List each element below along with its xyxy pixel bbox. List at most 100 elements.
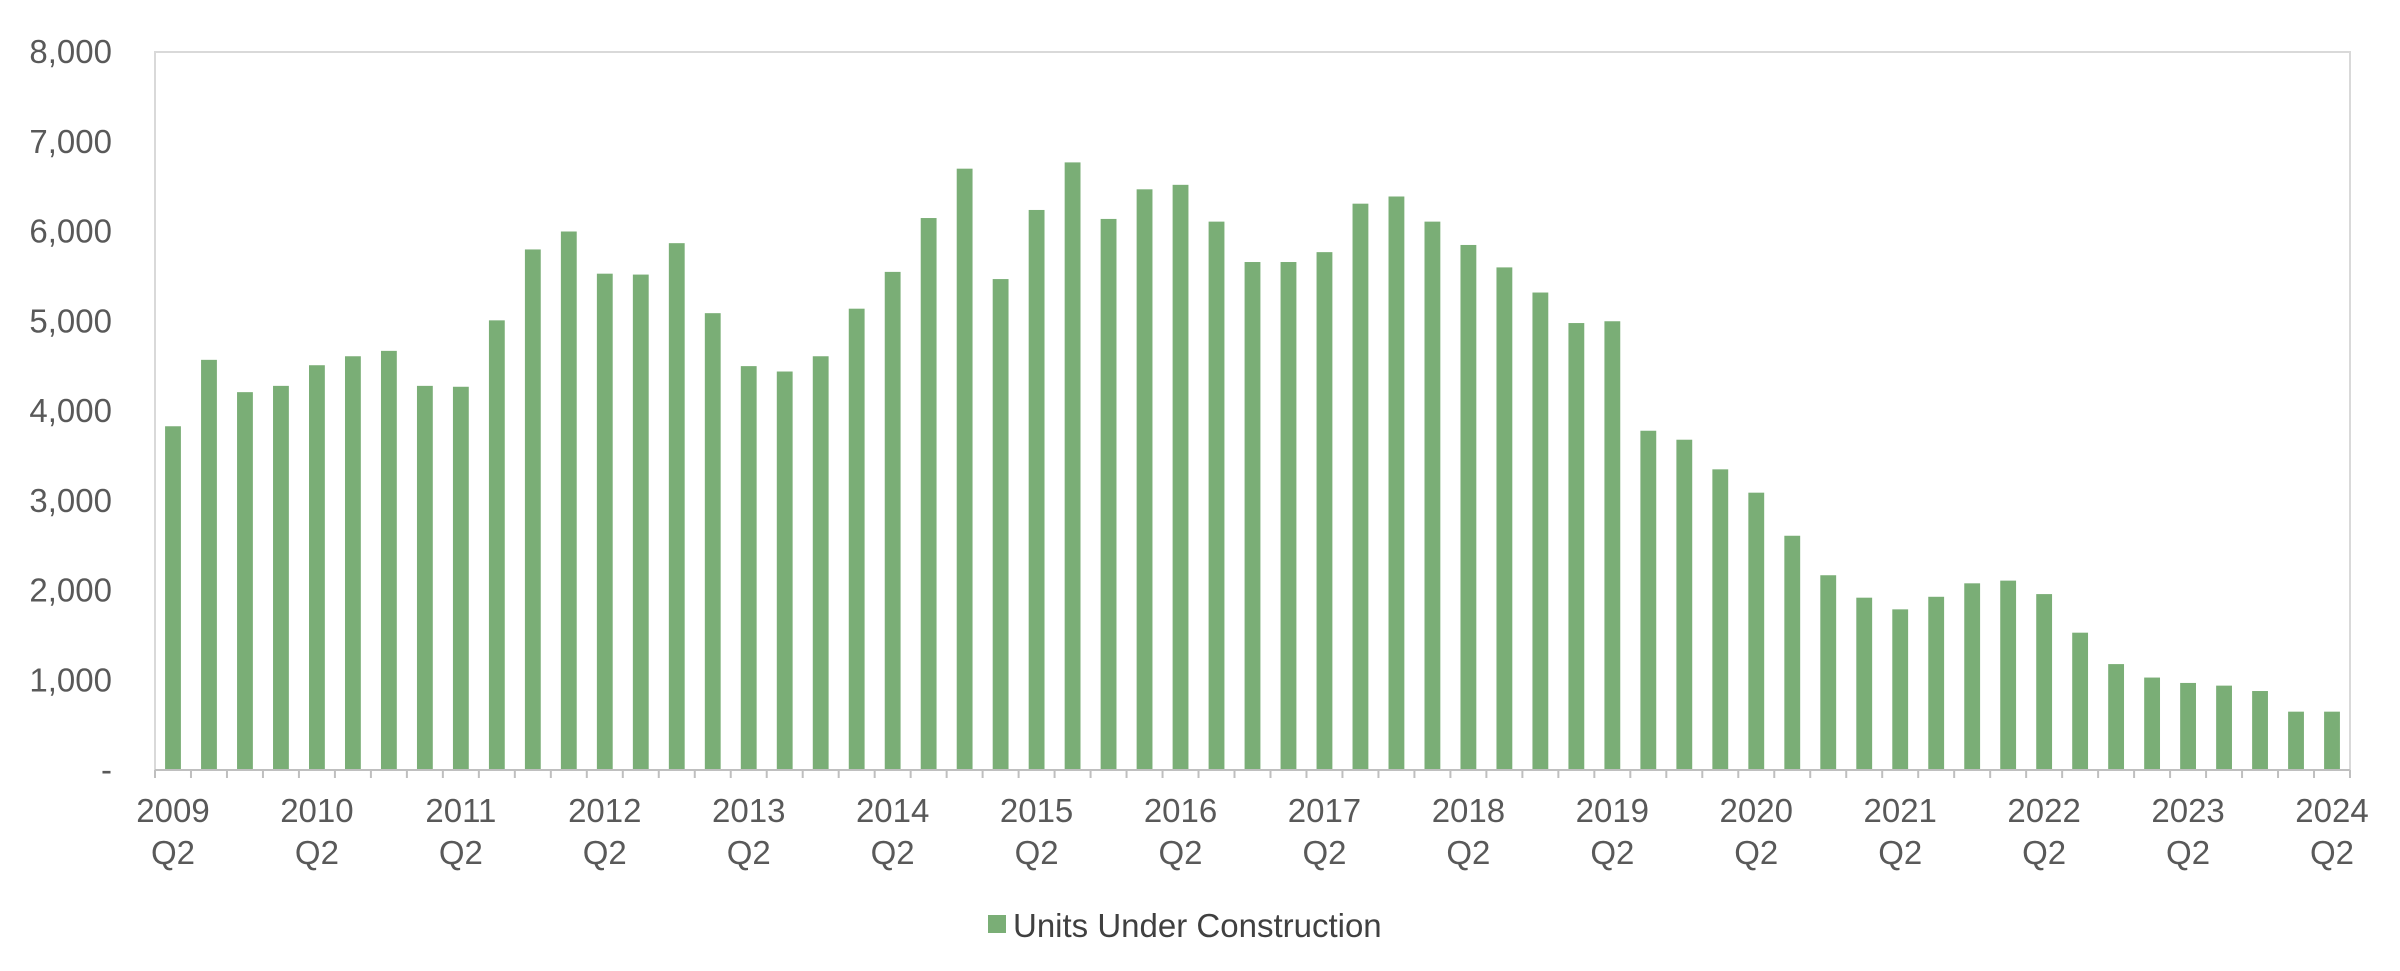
bar: [1244, 262, 1261, 770]
bar: [2108, 664, 2125, 770]
bars: [165, 162, 2340, 771]
x-tick-label-quarter: Q2: [2166, 834, 2210, 871]
bar: [1568, 323, 1585, 770]
x-tick-label-quarter: Q2: [727, 834, 771, 871]
bar: [452, 386, 469, 770]
x-tick-label-quarter: Q2: [1446, 834, 1490, 871]
bar: [1424, 221, 1441, 770]
x-tick-label-quarter: Q2: [2310, 834, 2354, 871]
bar: [812, 356, 829, 770]
y-tick-label: 6,000: [29, 213, 112, 250]
x-tick-label-year: 2023: [2151, 792, 2224, 829]
bar: [1496, 267, 1513, 770]
bar: [1388, 196, 1405, 770]
x-tick-label-year: 2010: [280, 792, 353, 829]
bar: [956, 168, 973, 771]
bar: [776, 371, 793, 770]
legend: Units Under Construction: [988, 907, 1382, 944]
bar: [1928, 596, 1945, 770]
bar: [2216, 685, 2232, 770]
legend-label: Units Under Construction: [1013, 907, 1382, 944]
x-tick-label-year: 2022: [2007, 792, 2080, 829]
bar: [740, 366, 757, 770]
x-tick-label-year: 2024: [2295, 792, 2368, 829]
x-tick-label-quarter: Q2: [583, 834, 627, 871]
bar: [2252, 691, 2268, 770]
bar: [2324, 711, 2340, 770]
bar: [1964, 583, 1981, 770]
bar: [1892, 609, 1909, 770]
bar: [704, 313, 721, 770]
x-axis-ticks: [154, 770, 2351, 778]
bar: [1532, 292, 1549, 770]
bar: [1028, 209, 1045, 770]
x-tick-label-quarter: Q2: [1302, 834, 1346, 871]
bar: [1604, 321, 1621, 770]
bar: [165, 426, 181, 770]
bar: [2072, 632, 2089, 770]
x-tick-label-year: 2017: [1288, 792, 1361, 829]
bar: [596, 273, 613, 770]
bar: [1820, 575, 1837, 770]
bar: [1208, 221, 1225, 770]
y-tick-label: 2,000: [29, 572, 112, 609]
x-tick-label-year: 2021: [1863, 792, 1936, 829]
x-tick-label-year: 2013: [712, 792, 785, 829]
x-tick-label-quarter: Q2: [1015, 834, 1059, 871]
bar: [1640, 430, 1657, 770]
x-axis-tick-labels: 2009 Q2 2010 Q2 2011 Q2 2012 Q2 2013 Q2 2014 Q2 2015…: [136, 792, 2368, 871]
bar: [524, 249, 541, 770]
bar: [1280, 262, 1297, 770]
bar: [1712, 469, 1729, 770]
bar: [2180, 682, 2196, 770]
x-tick-label-year: 2009: [136, 792, 209, 829]
bar: [1100, 218, 1117, 770]
y-tick-label: 7,000: [29, 123, 112, 160]
x-tick-label-year: 2011: [425, 792, 496, 829]
y-tick-label: -: [101, 751, 112, 788]
x-tick-label-quarter: Q2: [1734, 834, 1778, 871]
y-tick-label: 8,000: [29, 33, 112, 70]
x-tick-label-year: 2016: [1144, 792, 1217, 829]
bar: [1748, 492, 1765, 770]
bar: [1460, 244, 1477, 770]
bar: [1316, 252, 1333, 770]
bar: [560, 231, 577, 770]
x-tick-label-quarter: Q2: [2022, 834, 2066, 871]
x-tick-label-year: 2018: [1432, 792, 1505, 829]
bar: [201, 359, 217, 770]
bar: [416, 385, 433, 770]
y-tick-label: 4,000: [29, 392, 112, 429]
x-tick-label-year: 2020: [1720, 792, 1793, 829]
bar: [488, 320, 505, 770]
bar: [2000, 580, 2017, 770]
bar: [884, 271, 901, 770]
bar: [920, 218, 937, 771]
y-tick-label: 3,000: [29, 482, 112, 519]
bar: [1172, 184, 1189, 770]
bar: [1064, 162, 1081, 770]
bar: [992, 279, 1009, 770]
bar: [309, 365, 325, 770]
y-tick-label: 1,000: [29, 661, 112, 698]
x-tick-label-quarter: Q2: [439, 834, 483, 871]
bar: [668, 243, 685, 771]
x-tick-label-year: 2015: [1000, 792, 1073, 829]
x-tick-label-quarter: Q2: [151, 834, 195, 871]
bar: [237, 392, 253, 770]
bar: [1352, 203, 1369, 771]
y-tick-label: 5,000: [29, 302, 112, 339]
x-tick-label-quarter: Q2: [1590, 834, 1634, 871]
x-tick-label-quarter: Q2: [871, 834, 915, 871]
bar: [1856, 597, 1873, 770]
bar: [344, 356, 361, 770]
x-tick-label-quarter: Q2: [1878, 834, 1922, 871]
x-tick-label-quarter: Q2: [1159, 834, 1203, 871]
bar: [2036, 594, 2053, 770]
y-axis-tick-labels: - 1,000 2,000 3,000 4,000 5,000 6,000 7,000 8,00…: [29, 33, 112, 788]
legend-swatch: [988, 915, 1006, 933]
x-tick-label-year: 2019: [1576, 792, 1649, 829]
bar: [632, 274, 649, 770]
bar: [1784, 535, 1801, 770]
